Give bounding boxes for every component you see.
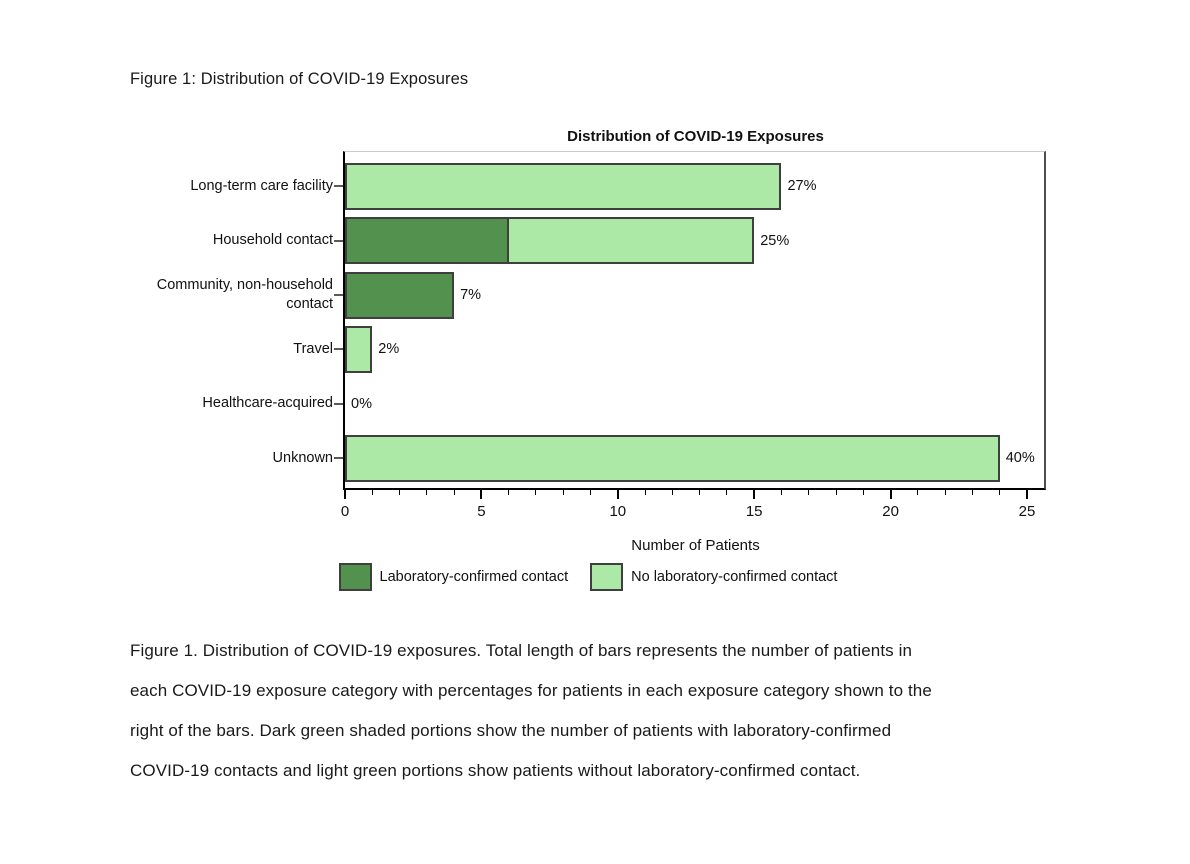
legend-swatch-icon — [590, 563, 624, 591]
x-axis-title: Number of Patients — [631, 537, 760, 554]
y-axis-tick — [334, 402, 343, 405]
bar-value-label: 0% — [351, 395, 372, 412]
x-axis-minor-tick — [508, 490, 510, 495]
x-axis-major-tick — [480, 490, 483, 499]
bar-segment-no-lab-confirmed — [347, 436, 998, 480]
x-axis-minor-tick — [835, 490, 837, 495]
x-axis-minor-tick — [780, 490, 782, 495]
y-axis-tick — [334, 185, 343, 188]
category-label: Unknown — [272, 449, 333, 466]
bar-2 — [345, 217, 755, 265]
x-axis-major-tick — [889, 490, 892, 499]
x-axis-minor-tick — [426, 490, 428, 495]
bar-value-label: 40% — [1005, 450, 1035, 467]
x-axis-tick-label: 10 — [609, 503, 627, 520]
x-axis-minor-tick — [535, 490, 537, 495]
x-axis-tick-label: 25 — [1018, 503, 1036, 520]
y-axis-tick — [334, 348, 343, 351]
bar-value-label: 7% — [460, 287, 482, 303]
bar-1 — [345, 162, 782, 210]
x-axis-minor-tick — [562, 490, 564, 495]
x-axis-minor-tick — [371, 490, 373, 495]
chart-title: Distribution of COVID-19 Exposures — [567, 128, 824, 145]
y-axis-tick — [334, 457, 343, 460]
legend-item: Laboratory-confirmed contact — [338, 563, 569, 591]
x-axis-minor-tick — [917, 490, 919, 495]
x-axis-major-tick — [616, 490, 619, 499]
legend-item: No laboratory-confirmed contact — [590, 563, 837, 591]
bar-segment-no-lab-confirmed — [347, 164, 780, 208]
legend-swatch-icon — [338, 563, 372, 591]
x-axis-minor-tick — [808, 490, 810, 495]
x-axis-tick-label: 0 — [340, 503, 350, 520]
bar-4 — [345, 325, 373, 373]
category-label: Household contact — [212, 232, 333, 249]
bar-value-label: 27% — [787, 178, 817, 195]
figure-heading: Figure 1: Distribution of COVID-19 Expos… — [130, 70, 469, 88]
x-axis-minor-tick — [726, 490, 728, 495]
legend: Laboratory-confirmed contact No laborator… — [130, 563, 1046, 591]
x-axis-minor-tick — [644, 490, 646, 495]
bar-value-label: 25% — [760, 232, 790, 249]
bar-segment-no-lab-confirmed — [347, 327, 371, 371]
y-axis-tick — [334, 294, 343, 296]
x-axis-tick-label: 5 — [477, 503, 486, 520]
x-axis-minor-tick — [944, 490, 946, 495]
bar-3 — [345, 271, 455, 319]
x-axis-minor-tick — [671, 490, 673, 495]
bar-value-label: 2% — [378, 341, 400, 358]
bar-segment-no-lab-confirmed — [508, 219, 753, 263]
legend-label: No laboratory-confirmed contact — [631, 569, 838, 585]
x-axis-major-tick — [753, 490, 756, 499]
x-axis-minor-tick — [971, 490, 973, 495]
category-label: Long-term care facility — [190, 177, 333, 194]
x-axis-tick-label: 20 — [882, 503, 899, 520]
y-axis-tick — [334, 239, 343, 242]
x-axis-minor-tick — [590, 490, 592, 495]
x-axis-minor-tick — [862, 490, 864, 495]
x-axis-minor-tick — [453, 490, 455, 495]
category-label: Healthcare-acquired — [202, 395, 333, 412]
figure-caption: Figure 1. Distribution of COVID-19 expos… — [130, 641, 932, 780]
x-axis-minor-tick — [999, 490, 1001, 495]
category-label: Community, non-household contact — [156, 277, 333, 312]
x-axis-tick-label: 15 — [745, 503, 763, 520]
bar-segment-lab-confirmed — [347, 273, 453, 317]
bar-segment-lab-confirmed — [347, 219, 509, 263]
x-axis-major-tick — [1026, 490, 1028, 499]
x-axis-minor-tick — [699, 490, 701, 495]
x-axis-major-tick — [344, 490, 346, 499]
category-label: Travel — [293, 340, 333, 357]
x-axis-minor-tick — [399, 490, 401, 495]
legend-label: Laboratory-confirmed contact — [379, 569, 569, 585]
bar-6 — [345, 434, 1000, 482]
